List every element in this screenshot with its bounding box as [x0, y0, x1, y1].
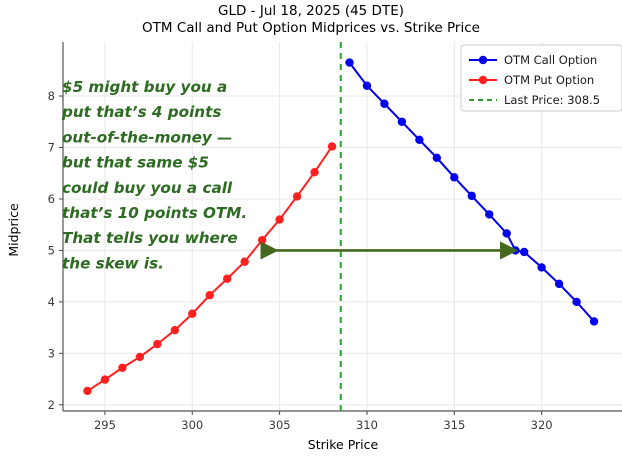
annotation-line: but that same $5 [62, 154, 209, 172]
data-point [100, 375, 110, 384]
legend-item-call[interactable]: OTM Call Option [469, 53, 597, 67]
chart-subtitle: OTM Call and Put Option Midprices vs. St… [142, 20, 480, 36]
x-tick-label: 315 [443, 418, 465, 432]
x-tick-label: 310 [356, 418, 378, 432]
data-series [83, 58, 599, 396]
annotation-line: the skew is. [62, 254, 164, 272]
y-tick-label: 7 [48, 141, 55, 155]
series-call [345, 58, 599, 326]
data-point [275, 215, 284, 224]
y-tick-label: 6 [48, 192, 55, 206]
legend-item-last-price[interactable]: Last Price: 308.5 [469, 93, 600, 107]
data-point [537, 263, 546, 272]
series-put [83, 142, 337, 396]
annotation-line: could buy you a call [62, 179, 233, 197]
legend-item-put[interactable]: OTM Put Option [469, 73, 594, 87]
data-point [467, 191, 476, 201]
data-point [397, 117, 407, 126]
annotation-line: put that’s 4 points [61, 103, 221, 121]
y-tick-label: 2 [48, 398, 55, 412]
legend-swatch-marker [478, 55, 488, 65]
data-point [83, 386, 92, 396]
chart-title: GLD - Jul 18, 2025 (45 DTE) [218, 3, 404, 19]
x-tick-label: 295 [94, 418, 116, 432]
x-tick-label: 305 [269, 418, 291, 432]
legend-label: OTM Put Option [504, 73, 594, 87]
y-tick-label: 3 [48, 346, 55, 360]
data-point [257, 235, 267, 245]
data-point [170, 326, 179, 335]
legend-label: OTM Call Option [504, 53, 597, 67]
legend-box [460, 44, 622, 112]
data-point [572, 297, 581, 307]
data-point [205, 291, 214, 300]
data-point [118, 363, 127, 372]
legend-swatch-marker [478, 75, 488, 85]
data-point [310, 168, 319, 177]
data-point [223, 274, 232, 283]
x-tick-label: 300 [181, 418, 203, 432]
annotation-line: out-of-the-money — [62, 128, 232, 146]
data-point [327, 142, 337, 151]
data-point [153, 339, 162, 349]
data-point [135, 352, 145, 362]
data-point [554, 279, 564, 289]
x-tick-label: 320 [531, 418, 553, 432]
y-axis-label: Midprice [6, 203, 21, 257]
data-point [345, 58, 354, 67]
data-point [450, 173, 459, 182]
data-point [432, 153, 442, 162]
data-point [589, 317, 599, 326]
skew-annotation-text: $5 might buy you a put that’s 4 points out… [61, 78, 247, 272]
y-tick-label: 8 [48, 89, 55, 103]
data-point [415, 135, 424, 144]
data-point [380, 99, 389, 108]
data-point [502, 229, 511, 238]
data-point [240, 257, 249, 266]
data-point [362, 81, 372, 90]
annotation-line: that’s 10 points OTM. [62, 204, 247, 222]
annotation-line: That tells you where [62, 229, 238, 247]
legend-label: Last Price: 308.5 [504, 93, 600, 107]
data-point [188, 309, 197, 318]
axis-spines [62, 42, 622, 412]
series-line [348, 61, 595, 323]
data-point [292, 192, 302, 201]
y-tick-label: 5 [48, 243, 55, 257]
data-point [485, 210, 494, 219]
axis-ticks: 295 300 305 310 315 320 2 3 4 5 6 7 8 [48, 89, 553, 432]
x-axis-label: Strike Price [308, 437, 379, 452]
annotation-line: $5 might buy you a [62, 78, 227, 96]
y-tick-label: 4 [48, 295, 55, 309]
data-point [519, 247, 529, 257]
chart-legend[interactable]: OTM Call Option OTM Put Option Last Price:… [460, 44, 622, 112]
